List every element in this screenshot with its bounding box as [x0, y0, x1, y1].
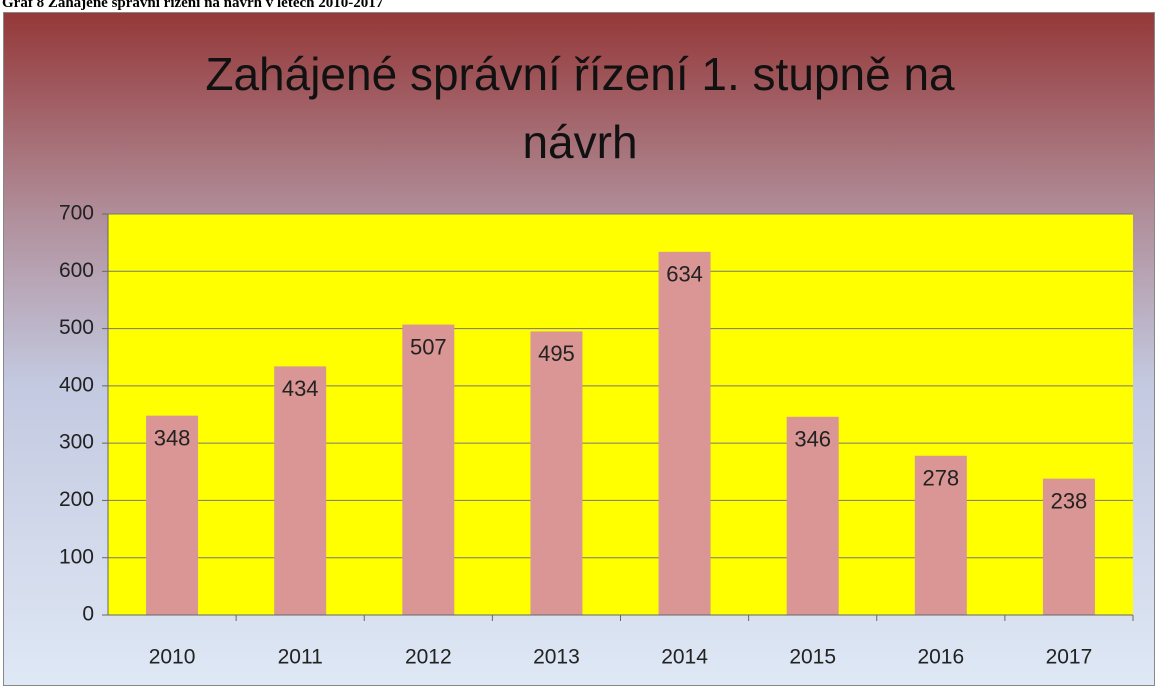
y-tick-label: 0 [82, 603, 94, 626]
data-label: 434 [282, 376, 319, 401]
x-tick-label: 2010 [149, 646, 196, 669]
data-label: 346 [794, 427, 831, 452]
bar [274, 366, 327, 615]
data-label: 348 [154, 425, 191, 450]
x-tick-label: 2011 [278, 646, 323, 669]
chart: 0 100 200 300 400 500 600 700 2010 348 2011 434 2012… [3, 12, 1155, 686]
bar [146, 415, 199, 615]
y-tick-label: 200 [59, 488, 94, 511]
bar [402, 324, 455, 615]
bar [786, 416, 839, 615]
bar [1042, 478, 1095, 615]
x-tick-label: 2012 [405, 646, 452, 669]
data-label: 238 [1051, 488, 1088, 513]
bar [658, 251, 711, 615]
data-label: 634 [666, 262, 703, 287]
x-tick-label: 2016 [917, 646, 964, 669]
data-label: 278 [922, 466, 959, 491]
y-tick-label: 400 [59, 373, 94, 396]
data-label: 507 [410, 334, 447, 359]
chart-title: Zahájené správní řízení 1. stupně na náv… [205, 48, 955, 168]
y-tick-label: 500 [59, 316, 94, 339]
bar [914, 455, 967, 615]
y-tick-label: 300 [59, 431, 94, 454]
bar [530, 331, 583, 615]
y-tick-label: 600 [59, 259, 94, 282]
x-tick-label: 2014 [661, 646, 708, 669]
y-tick-label: 100 [59, 545, 94, 568]
plot-area [108, 214, 1133, 615]
x-tick-label: 2013 [533, 646, 580, 669]
caption: Graf 8 Zahájené správní řízení na návrh … [2, 0, 384, 11]
y-tick-label: 700 [59, 202, 94, 225]
x-tick-label: 2017 [1046, 646, 1093, 669]
x-tick-label: 2015 [789, 646, 836, 669]
data-label: 495 [538, 341, 575, 366]
